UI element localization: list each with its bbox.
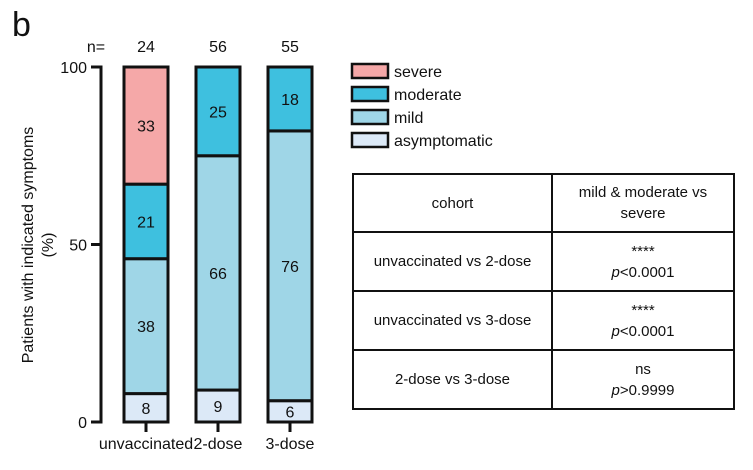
p-value: p<0.0001	[559, 321, 727, 342]
legend-swatch-mild	[350, 108, 390, 126]
bar-segment-severe	[122, 65, 170, 186]
p-value-text: >0.9999	[619, 381, 675, 399]
y-axis-label-unit: (%)	[40, 233, 57, 258]
table-row: unvaccinated vs 2-dose **** p<0.0001	[352, 231, 735, 292]
n-value: 55	[281, 39, 299, 56]
table-cell-significance: **** p<0.0001	[551, 290, 735, 351]
panel-label: b	[12, 6, 31, 44]
bar-segment-mild	[194, 154, 242, 392]
significance-stars: ****	[631, 301, 655, 319]
bar-segment-moderate	[266, 65, 314, 133]
p-value-text: <0.0001	[619, 322, 675, 340]
y-tick-label: 50	[69, 238, 87, 255]
significance-stars: ns	[635, 360, 651, 378]
significance-stars: ****	[631, 242, 655, 260]
data-label: 33	[137, 119, 155, 136]
data-label: 25	[209, 104, 227, 121]
n-label: n=	[87, 39, 105, 56]
legend-label: asymptomatic	[394, 133, 493, 150]
n-value: 56	[209, 39, 227, 56]
table-header-comparison: mild & moderate vs severe	[551, 173, 735, 233]
x-tick-label: 2-dose	[194, 436, 243, 453]
n-value: 24	[137, 39, 155, 56]
table-row: unvaccinated vs 3-dose **** p<0.0001	[352, 290, 735, 351]
p-symbol: p	[611, 381, 620, 399]
legend-swatch-asymptomatic	[350, 131, 390, 149]
table-cell-cohort: unvaccinated vs 2-dose	[352, 231, 553, 292]
legend-label: mild	[394, 110, 423, 127]
legend-swatch-moderate	[350, 85, 390, 103]
table-cell-cohort: unvaccinated vs 3-dose	[352, 290, 553, 351]
y-tick-label: 100	[60, 60, 87, 77]
table-row: 2-dose vs 3-dose ns p>0.9999	[352, 349, 735, 410]
data-label: 76	[281, 259, 299, 276]
data-label: 6	[286, 404, 295, 421]
x-tick-label: 3-dose	[266, 436, 315, 453]
legend-label: severe	[394, 64, 442, 81]
data-label: 18	[281, 92, 299, 109]
table-cell-significance: **** p<0.0001	[551, 231, 735, 292]
x-tick-label: unvaccinated	[99, 436, 193, 453]
bar-segment-moderate	[194, 65, 242, 158]
p-symbol: p	[611, 263, 620, 281]
p-symbol: p	[611, 322, 620, 340]
table-cell-cohort: 2-dose vs 3-dose	[352, 349, 553, 410]
bar-segment-mild	[266, 129, 314, 403]
data-label: 66	[209, 266, 227, 283]
legend-label: moderate	[394, 87, 462, 104]
data-label: 21	[137, 214, 155, 231]
legend-swatch-severe	[350, 62, 390, 80]
table-header-cohort: cohort	[352, 173, 553, 233]
statistics-table: cohort mild & moderate vs severe unvacci…	[352, 173, 735, 410]
data-label: 38	[137, 319, 155, 336]
bar-segment-moderate	[122, 182, 170, 261]
p-value: p<0.0001	[559, 262, 727, 283]
y-tick-label: 0	[78, 415, 87, 432]
p-value-text: <0.0001	[619, 263, 675, 281]
table-cell-significance: ns p>0.9999	[551, 349, 735, 410]
p-value: p>0.9999	[559, 380, 727, 401]
data-label: 8	[142, 401, 151, 418]
table-header-row: cohort mild & moderate vs severe	[352, 173, 735, 233]
data-label: 9	[214, 399, 223, 416]
y-axis-label: Patients with indicated symptoms	[20, 127, 37, 364]
